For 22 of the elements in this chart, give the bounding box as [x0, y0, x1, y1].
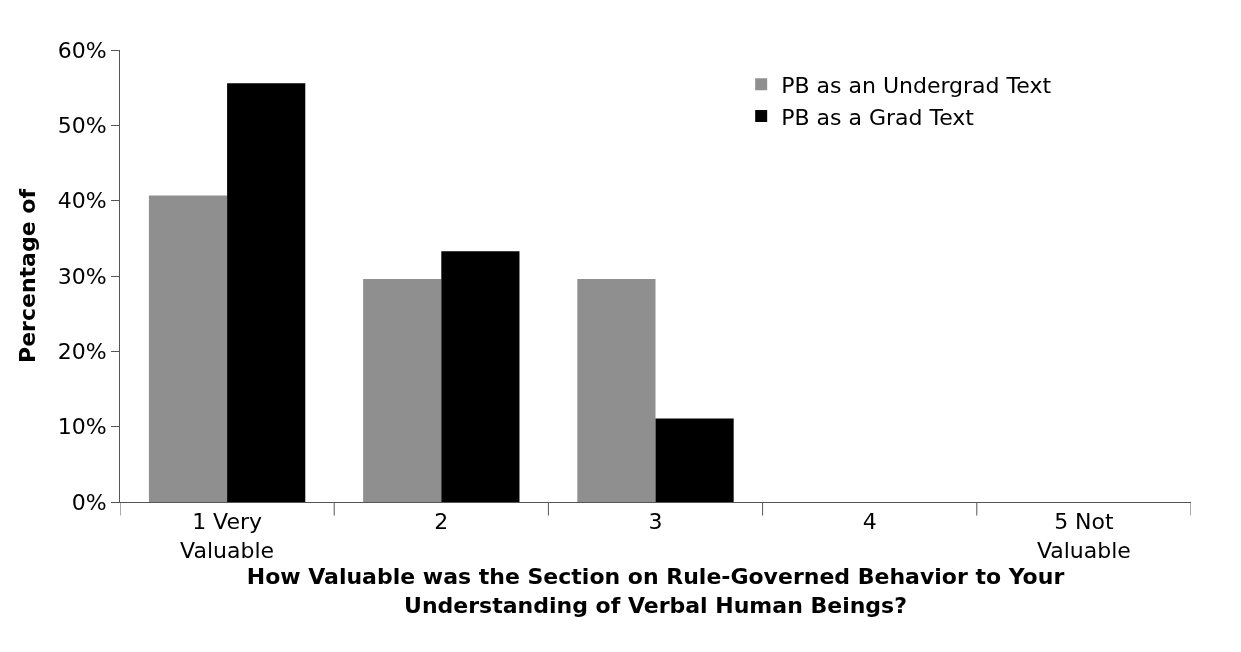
y-tick-label: 60% [57, 37, 107, 63]
y-tick-label: 30% [57, 263, 107, 289]
y-tick-label: 50% [57, 113, 107, 139]
y-tick-label: 40% [57, 188, 107, 214]
bar [577, 279, 656, 502]
x-tick-label: 3 [648, 509, 663, 535]
legend-label: PB as an Undergrad Text [781, 72, 1052, 98]
bar [227, 83, 306, 502]
x-tick-label: 4 [862, 509, 877, 535]
x-tick-label: 1 Very Valuable [180, 509, 275, 563]
y-axis-title: Percentage of [15, 188, 41, 363]
legend-label: PB as a Grad Text [781, 104, 975, 130]
bar [363, 279, 442, 502]
x-tick-label: 5 Not Valuable [1036, 509, 1131, 563]
bar [441, 251, 520, 502]
y-tick-label: 0% [71, 489, 107, 515]
bar [148, 195, 228, 502]
y-tick-label: 10% [57, 414, 107, 440]
x-axis-title: How Valuable was the Section on Rule-Governed Behavior to Your Understanding of Verbal Human Beings? [246, 563, 1065, 618]
bar [655, 418, 734, 502]
y-tick-label: 20% [57, 339, 107, 365]
x-tick-label: 2 [434, 509, 449, 535]
